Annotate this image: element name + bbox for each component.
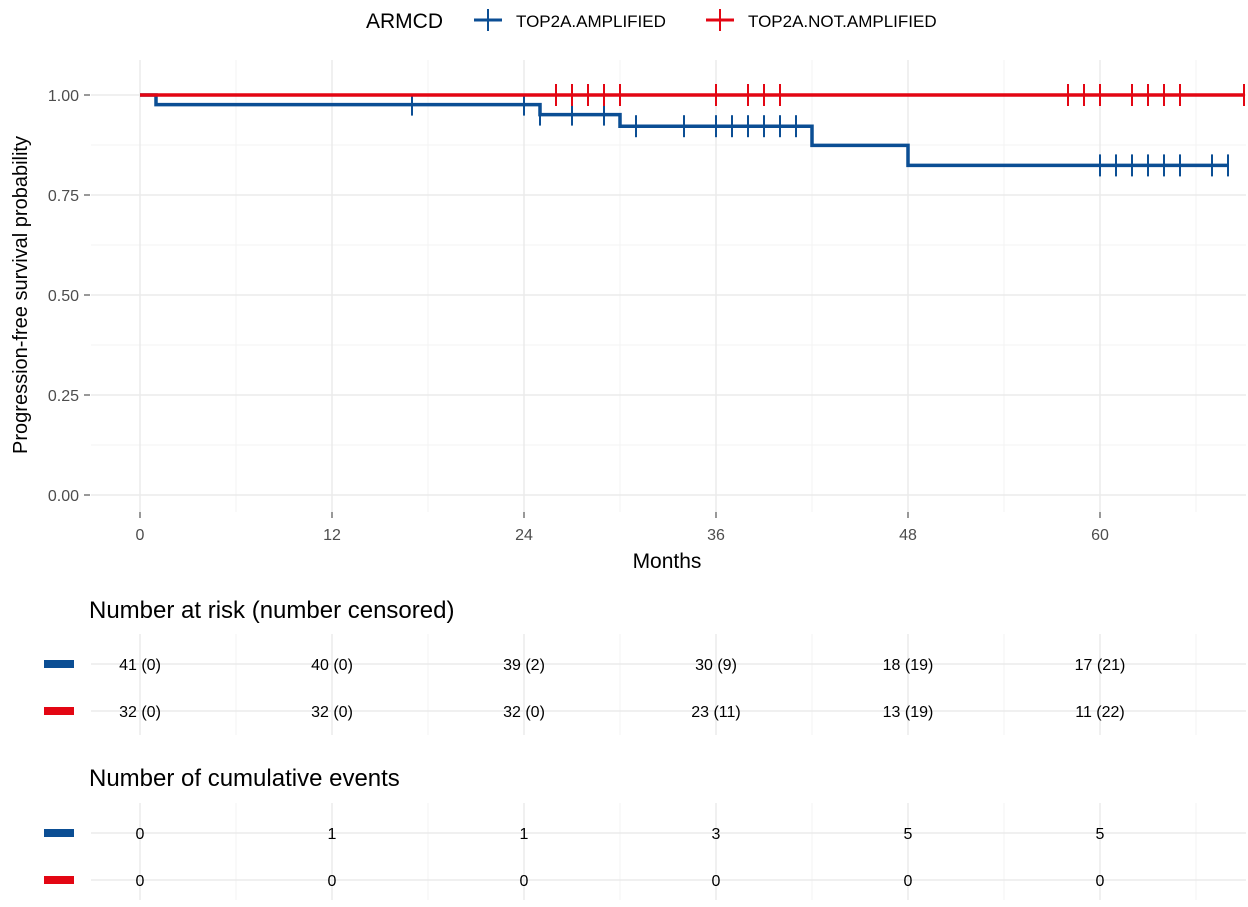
legend: ARMCD TOP2A.AMPLIFIED TOP2A.NOT.AMPLIFIE… — [366, 9, 937, 33]
risk-cell: 13 (19) — [883, 704, 934, 721]
risk-key-amplified — [44, 660, 74, 668]
legend-label-not-amplified: TOP2A.NOT.AMPLIFIED — [748, 12, 937, 31]
risk-cell: 17 (21) — [1075, 657, 1126, 674]
y-tick-label: 1.00 — [48, 88, 79, 105]
events-table-title: Number of cumulative events — [89, 765, 400, 792]
events-cell: 0 — [136, 873, 145, 890]
y-tick-label: 0.00 — [48, 488, 79, 505]
events-table: 0 1 1 3 5 5 0 0 0 0 0 0 — [44, 803, 1246, 900]
x-axis-label: Months — [633, 550, 702, 573]
x-tick-label: 36 — [707, 527, 725, 544]
x-tick-label: 12 — [323, 527, 341, 544]
risk-cell: 18 (19) — [883, 657, 934, 674]
events-cell: 1 — [520, 826, 529, 843]
events-cell: 0 — [712, 873, 721, 890]
legend-item-amplified: TOP2A.AMPLIFIED — [474, 9, 666, 31]
risk-cell: 32 (0) — [311, 704, 353, 721]
y-axis-label: Progression-free survival probability — [10, 136, 32, 454]
events-key-not-amplified — [44, 876, 74, 884]
survival-curve-amplified — [140, 93, 1228, 168]
risk-cell: 23 (11) — [691, 704, 741, 721]
events-cell: 0 — [136, 826, 145, 843]
risk-cell: 32 (0) — [119, 704, 161, 721]
y-tick-label: 0.75 — [48, 188, 79, 205]
legend-title: ARMCD — [366, 10, 443, 33]
risk-cell: 30 (9) — [695, 657, 737, 674]
risk-cell: 40 (0) — [311, 657, 353, 674]
events-cell: 0 — [904, 873, 913, 890]
legend-item-not-amplified: TOP2A.NOT.AMPLIFIED — [706, 9, 937, 31]
events-cell: 5 — [1096, 826, 1105, 843]
risk-cell: 32 (0) — [503, 704, 545, 721]
x-tick-label: 0 — [136, 527, 145, 544]
events-cell: 0 — [520, 873, 529, 890]
y-tick-label: 0.50 — [48, 288, 79, 305]
risk-key-not-amplified — [44, 707, 74, 715]
risk-cell: 39 (2) — [503, 657, 545, 674]
x-tick-label: 24 — [515, 527, 533, 544]
y-tick-label: 0.25 — [48, 388, 79, 405]
x-tick-label: 48 — [899, 527, 917, 544]
risk-cell: 41 (0) — [119, 657, 161, 674]
risk-table-title: Number at risk (number censored) — [89, 597, 454, 624]
km-plot-panel: 0 12 24 36 48 60 0.00 0.25 0.50 0.75 1.00 — [48, 60, 1246, 544]
events-cell: 1 — [328, 826, 337, 843]
legend-label-amplified: TOP2A.AMPLIFIED — [516, 12, 666, 31]
x-tick-label: 60 — [1091, 527, 1109, 544]
events-cell: 5 — [904, 826, 913, 843]
risk-cell: 11 (22) — [1075, 704, 1125, 721]
risk-table: 41 (0) 40 (0) 39 (2) 30 (9) 18 (19) 17 (21) 32… — [44, 634, 1246, 735]
events-cell: 3 — [712, 826, 721, 843]
events-cell: 0 — [1096, 873, 1105, 890]
events-key-amplified — [44, 829, 74, 837]
events-cell: 0 — [328, 873, 337, 890]
